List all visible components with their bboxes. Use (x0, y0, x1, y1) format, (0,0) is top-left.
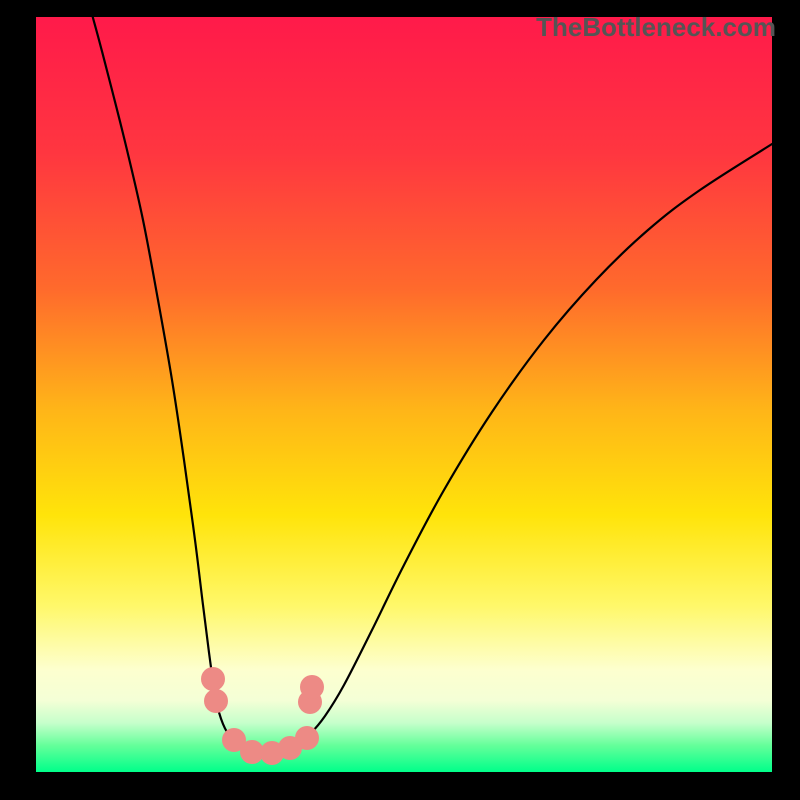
performance-curve (88, 17, 772, 754)
border-bottom (0, 772, 800, 800)
border-right (772, 0, 800, 800)
curve-marker (204, 689, 228, 713)
bottleneck-curve (36, 17, 772, 772)
chart-stage: TheBottleneck.com (0, 0, 800, 800)
border-left (0, 0, 36, 800)
curve-marker (201, 667, 225, 691)
watermark-text: TheBottleneck.com (536, 12, 776, 43)
curve-marker (295, 726, 319, 750)
plot-area (36, 17, 772, 772)
curve-marker (300, 675, 324, 699)
